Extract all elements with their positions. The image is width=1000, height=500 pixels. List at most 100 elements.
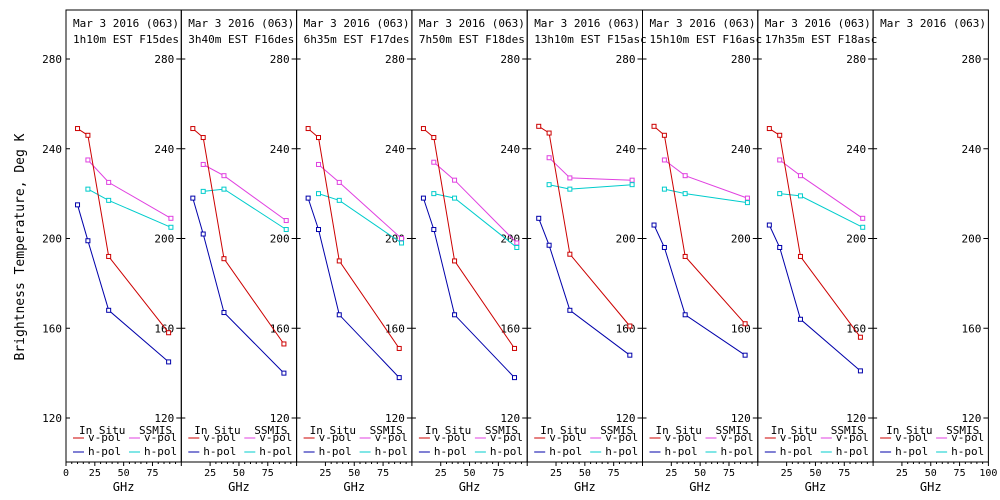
- y-tick-label: 200: [846, 233, 866, 246]
- y-tick-label: 120: [385, 412, 405, 425]
- insitu_h-point: [546, 242, 552, 248]
- insitu_h-point: [536, 215, 542, 221]
- panel-2: Mar 3 2016 (063) 3h40m EST F16des 120 160 20…: [180, 9, 298, 494]
- y-tick-label-outer: 120: [42, 412, 62, 425]
- legend-label: v-pol: [88, 431, 121, 444]
- insitu_v-point: [420, 126, 426, 132]
- ssmis_h-point: [431, 191, 437, 197]
- insitu_h-point: [166, 359, 172, 365]
- legend-label: h-pol: [259, 445, 292, 458]
- insitu_h-line: [768, 224, 861, 372]
- insitu_v-point: [190, 126, 196, 132]
- insitu_h-point: [777, 244, 783, 250]
- panel-8: Mar 3 2016 (063) 120 160 200 240 280 25 50 75 100…: [872, 9, 997, 494]
- legend-label: h-pol: [549, 445, 582, 458]
- insitu_v-point: [567, 251, 573, 257]
- y-axis-label: Brightness Temperature, Deg K: [13, 133, 28, 360]
- insitu_h-point: [190, 195, 196, 201]
- ssmis_h-point: [567, 186, 573, 192]
- ssmis_v-point: [546, 155, 552, 161]
- legend-label: v-pol: [895, 431, 928, 444]
- insitu_h-point: [651, 222, 657, 228]
- x-tick-label: 75: [954, 468, 966, 479]
- y-tick-label: 200: [154, 233, 174, 246]
- x-tick-label: 25: [550, 468, 562, 479]
- panel-date: Mar 3 2016 (063): [188, 17, 294, 30]
- x-tick-label: 25: [781, 468, 793, 479]
- panel-date: Mar 3 2016 (063): [880, 17, 986, 30]
- x-tick-label: 25: [665, 468, 677, 479]
- ssmis_h-point: [221, 186, 227, 192]
- ssmis_v-point: [452, 177, 458, 183]
- ssmis_v-point: [567, 175, 573, 181]
- insitu_h-point: [281, 370, 287, 376]
- insitu_v-line: [769, 128, 861, 338]
- legend-label: h-pol: [490, 445, 523, 458]
- panels: Mar 3 2016 (063) 1h10m EST F15des 120 160 20…: [42, 9, 997, 494]
- legend-label: v-pol: [375, 431, 408, 444]
- legend-label: v-pol: [490, 431, 523, 444]
- y-tick-label: 240: [385, 143, 405, 156]
- insitu_v-line: [538, 125, 631, 327]
- y-tick-label: 200: [962, 233, 982, 246]
- y-tick-label: 120: [500, 412, 520, 425]
- legend-ssmis: SSMIS: [946, 424, 979, 437]
- insitu_h-point: [336, 312, 342, 318]
- x-axis-label: GHz: [574, 480, 596, 494]
- panel-4: Mar 3 2016 (063)7h50m EST F18des12016020…: [411, 9, 528, 494]
- insitu_h-line: [538, 218, 631, 356]
- insitu_v-point: [106, 253, 112, 259]
- insitu_v-point: [742, 321, 748, 327]
- legend-label: v-pol: [605, 431, 638, 444]
- legend-label: h-pol: [895, 445, 928, 458]
- y-tick-label: 120: [731, 412, 751, 425]
- y-tick-label-outer: 280: [42, 53, 62, 66]
- legend-label: v-pol: [780, 431, 813, 444]
- panel-time: 15h10m EST F16asc: [650, 33, 763, 46]
- x-tick-label: 50: [464, 468, 476, 479]
- x-tick-label: 50: [809, 468, 821, 479]
- panel-time: 6h35m EST F17des: [304, 33, 410, 46]
- ssmis_v-point: [860, 215, 866, 221]
- insitu_h-point: [452, 312, 458, 318]
- legend-ssmis: SSMIS: [831, 424, 864, 437]
- y-tick-label: 120: [270, 412, 290, 425]
- legend-ssmis: SSMIS: [716, 424, 749, 437]
- ssmis_v-point: [431, 159, 437, 165]
- legend-in-situ: In Situ: [79, 424, 125, 437]
- insitu_h-line: [307, 197, 400, 378]
- panel-time: 17h35m EST F18asc: [765, 33, 878, 46]
- y-tick-label: 160: [731, 322, 751, 335]
- x-axis-label: GHz: [920, 480, 942, 494]
- x-axis-label: GHz: [343, 480, 365, 494]
- legend-label: h-pol: [721, 445, 754, 458]
- ssmis_h-point: [283, 227, 289, 233]
- insitu_v-point: [766, 126, 772, 132]
- legend-label: h-pol: [836, 445, 869, 458]
- insitu_h-point: [305, 195, 311, 201]
- x-tick-label: 25: [89, 468, 101, 479]
- y-tick-label-outer: 240: [42, 143, 62, 156]
- ssmis_v-point: [316, 161, 322, 167]
- panel-date: Mar 3 2016 (063): [73, 17, 179, 30]
- y-tick-label: 120: [962, 412, 982, 425]
- ssmis_v-point: [514, 240, 520, 246]
- legend-label: h-pol: [434, 445, 467, 458]
- panel-5: Mar 3 2016 (063) 13h10m EST F15asc 120 160 2…: [526, 9, 647, 494]
- y-tick-label: 160: [500, 322, 520, 335]
- x-tick-label: 50: [579, 468, 591, 479]
- ssmis_v-point: [168, 215, 174, 221]
- x-tick-label: 50: [118, 468, 130, 479]
- panel-3: Mar 3 2016 (063)6h35m EST F17des12016020…: [296, 9, 413, 494]
- insitu_h-point: [742, 352, 748, 358]
- y-tick-label: 240: [616, 143, 636, 156]
- y-tick-label: 120: [616, 412, 636, 425]
- legend-ssmis: SSMIS: [600, 424, 633, 437]
- ssmis_h-point: [797, 193, 803, 199]
- ssmis_h-point: [661, 186, 667, 192]
